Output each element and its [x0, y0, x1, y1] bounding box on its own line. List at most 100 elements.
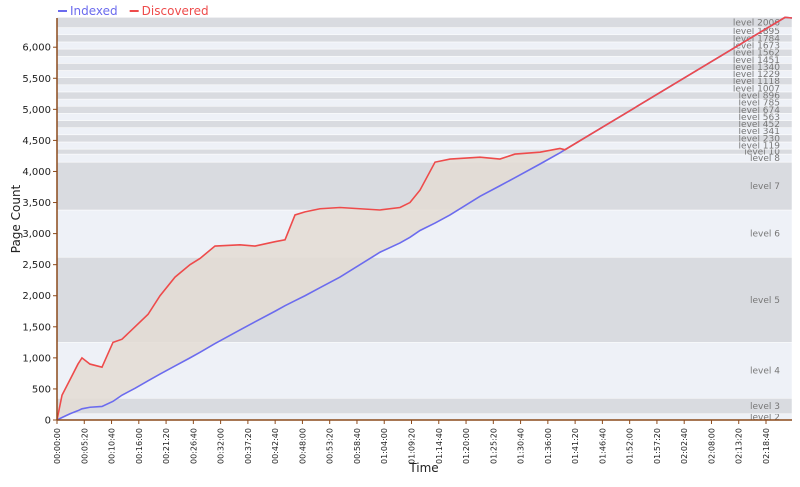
y-tick-label: 2,500 [22, 260, 51, 271]
level-label: level 896 [739, 92, 781, 102]
x-tick-label: 00:32:00 [217, 428, 226, 464]
level-label: level 1451 [733, 56, 780, 66]
y-tick-label: 5,000 [22, 105, 51, 116]
x-tick-label: 01:52:00 [626, 428, 635, 464]
level-band [56, 84, 793, 93]
level-label: level 1118 [733, 77, 780, 87]
x-tick-label: 01:04:00 [380, 428, 389, 464]
level-label: level 4 [750, 366, 780, 376]
x-tick-label: 01:20:00 [462, 428, 471, 464]
level-label: level 119 [739, 142, 781, 152]
level-band [56, 148, 793, 155]
x-tick-label: 01:14:40 [435, 428, 444, 464]
series-line [56, 16, 793, 421]
x-tick-label: 01:09:20 [408, 428, 417, 464]
x-tick-label: 02:08:00 [707, 428, 716, 464]
level-label: level 2 [750, 413, 780, 423]
x-tick-label: 01:30:40 [517, 428, 526, 464]
level-label: level 10 [744, 148, 780, 158]
level-band [56, 113, 793, 121]
level-band [56, 134, 793, 143]
level-band [56, 63, 793, 71]
level-label: level 1895 [733, 27, 780, 37]
level-band [56, 141, 793, 150]
x-tick-label: 00:42:40 [271, 428, 280, 464]
level-label: level 6 [750, 230, 780, 240]
level-band [56, 55, 793, 64]
level-label: level 1007 [733, 84, 780, 94]
level-label: level 674 [739, 106, 781, 116]
x-tick-label: 00:16:00 [135, 428, 144, 464]
lines [56, 16, 793, 421]
level-label: level 3 [750, 402, 780, 412]
y-tick-label: 4,000 [22, 167, 51, 178]
legend-label: Discovered [142, 4, 209, 18]
y-tick-label: 1,000 [22, 353, 51, 364]
level-band [56, 41, 793, 50]
x-tick-label: 00:05:20 [80, 428, 89, 464]
x-tick-label: 02:02:40 [680, 428, 689, 464]
level-band [56, 398, 793, 415]
x-tick-label: 02:18:40 [762, 428, 771, 464]
y-tick-label: 3,000 [22, 229, 51, 240]
level-label: level 563 [739, 113, 780, 123]
axes: 0 500 1,000 1,500 2,000 2,500 3,000 3,500 4,000 4… [22, 18, 792, 464]
level-band [56, 17, 793, 28]
x-tick-label: 00:53:20 [326, 428, 335, 464]
legend-label: Indexed [70, 4, 118, 18]
level-label: level 1562 [733, 49, 780, 59]
x-tick-label: 00:21:20 [162, 428, 171, 464]
x-axis-title: Time [408, 461, 438, 475]
level-label: level 1673 [733, 41, 780, 51]
level-band [56, 105, 793, 114]
level-label: level 341 [739, 127, 780, 137]
y-tick-label: 3,500 [22, 198, 51, 209]
level-band [56, 48, 793, 57]
level-label: level 1784 [733, 34, 780, 44]
x-tick-label: 02:13:20 [735, 428, 744, 464]
level-label: level 1340 [733, 63, 780, 73]
x-tick-label: 01:41:20 [571, 428, 580, 464]
level-label: level 5 [750, 296, 780, 306]
level-label: level 1229 [733, 70, 780, 80]
level-label: level 785 [739, 99, 780, 109]
level-band [56, 98, 793, 107]
x-tick-label: 00:00:00 [53, 428, 62, 464]
gap-area-group [57, 17, 792, 421]
x-tick-label: 00:26:40 [189, 428, 198, 464]
level-band [56, 120, 793, 128]
level-band [56, 34, 793, 43]
level-band [56, 27, 793, 36]
y-tick-label: 5,500 [22, 74, 51, 85]
gap-area [57, 17, 792, 421]
level-band [56, 413, 793, 421]
level-label: level 7 [750, 182, 780, 192]
level-band [56, 70, 793, 78]
y-tick-label: 500 [32, 384, 51, 395]
level-band [56, 127, 793, 136]
x-tick-label: 00:37:20 [244, 428, 253, 464]
x-tick-label: 00:48:00 [298, 428, 307, 464]
x-tick-label: 01:46:40 [598, 428, 607, 464]
y-tick-label: 6,000 [22, 43, 51, 54]
series-line [56, 16, 793, 421]
level-label: level 8 [750, 154, 780, 164]
y-axis-title: Page Count [9, 184, 23, 253]
x-tick-label: 00:10:40 [108, 428, 117, 464]
y-tick-label: 2,000 [22, 291, 51, 302]
y-tick-label: 4,500 [22, 136, 51, 147]
y-tick-label: 0 [45, 416, 51, 427]
level-band [56, 91, 793, 100]
level-label: level 230 [739, 134, 781, 144]
level-band [56, 153, 793, 163]
x-tick-label: 00:58:40 [353, 428, 362, 464]
x-tick-label: 01:57:20 [653, 428, 662, 464]
level-label: level 2006 [733, 19, 780, 29]
x-tick-label: 01:36:00 [544, 428, 553, 464]
y-tick-label: 1,500 [22, 322, 51, 333]
x-tick-label: 01:25:20 [489, 428, 498, 464]
level-label: level 452 [739, 120, 780, 130]
